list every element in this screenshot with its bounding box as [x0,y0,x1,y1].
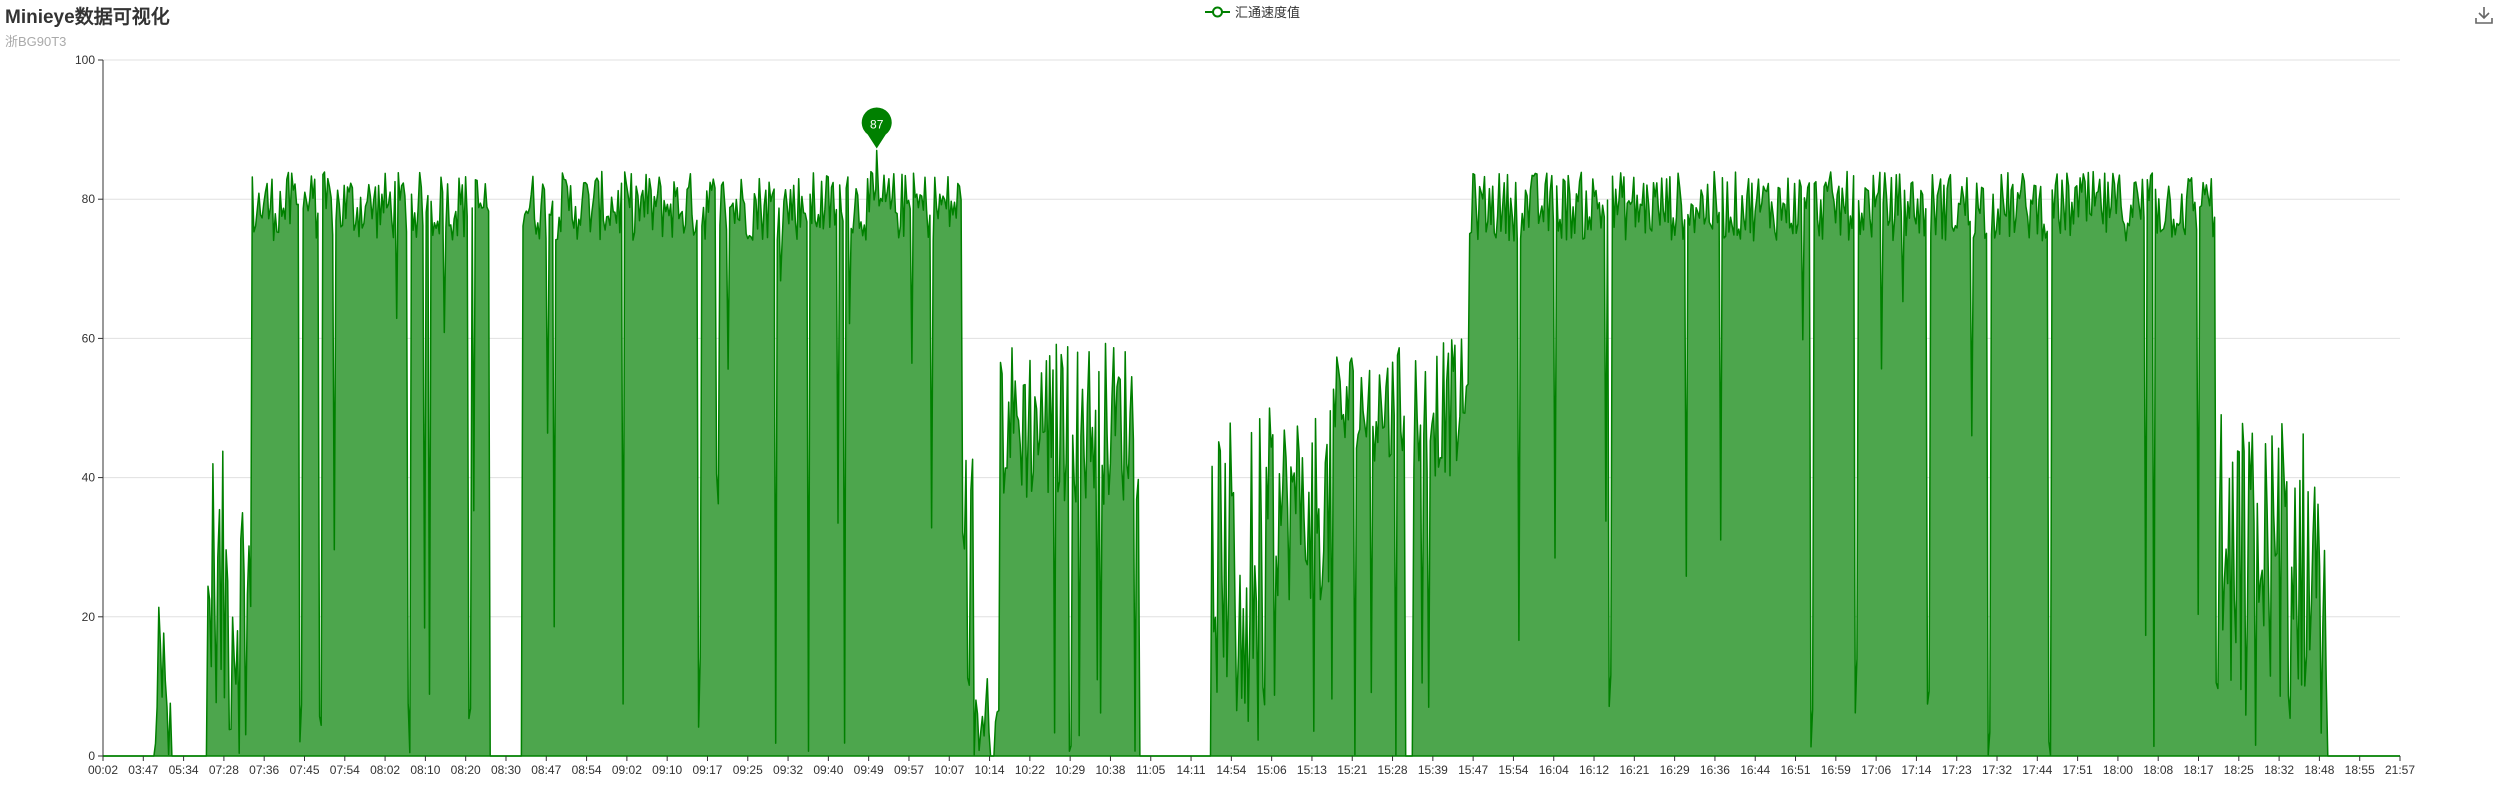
x-tick-label: 10:38 [1095,763,1125,777]
x-tick-label: 15:13 [1297,763,1327,777]
x-tick-label: 17:14 [1901,763,1931,777]
x-tick-label: 17:06 [1861,763,1891,777]
x-tick-label: 18:17 [2183,763,2213,777]
x-tick-label: 14:11 [1176,763,1205,777]
x-tick-label: 16:44 [1740,763,1770,777]
x-tick-label: 08:10 [410,763,440,777]
x-tick-label: 03:47 [128,763,158,777]
x-tick-label: 16:51 [1781,763,1811,777]
x-tick-label: 16:59 [1821,763,1851,777]
x-tick-label: 09:02 [612,763,642,777]
x-tick-label: 15:06 [1257,763,1287,777]
x-tick-label: 10:14 [975,763,1005,777]
x-tick-label: 21:57 [2385,763,2415,777]
legend-series-name: 汇通速度值 [1235,5,1301,20]
x-tick-label: 10:07 [934,763,964,777]
x-tick-label: 09:25 [733,763,763,777]
series-line [103,149,2400,757]
x-tick-label: 16:12 [1579,763,1609,777]
x-tick-label: 14:54 [1216,763,1246,777]
x-tick-label: 09:57 [894,763,924,777]
max-marker: 87 [861,107,892,149]
save-as-image-button[interactable] [2473,4,2495,26]
x-tick-label: 10:29 [1055,763,1085,777]
x-tick-label: 07:45 [289,763,319,777]
x-tick-label: 17:23 [1942,763,1972,777]
axes: 0 20 40 60 80 100 00:02 03:47 05:34 07:28 07:36 07:… [75,53,2415,777]
x-tick-label: 09:10 [652,763,682,777]
x-tick-label: 08:47 [531,763,561,777]
x-tick-label: 15:39 [1418,763,1448,777]
x-tick-label: 09:40 [813,763,843,777]
x-tick-label: 15:28 [1378,763,1408,777]
y-tick-label: 20 [82,610,96,624]
chart-title: Minieye数据可视化 [5,7,170,28]
x-tick-label: 17:44 [2022,763,2052,777]
x-tick-label: 16:29 [1660,763,1690,777]
x-tick-label: 10:22 [1015,763,1045,777]
max-marker-pin [861,107,892,149]
x-tick-label: 09:49 [854,763,884,777]
y-tick-label: 100 [75,53,95,67]
x-tick-label: 08:02 [370,763,400,777]
x-tick-label: 09:32 [773,763,803,777]
x-tick-label: 05:34 [169,763,199,777]
legend[interactable]: 汇通速度值 [1205,2,1300,21]
x-tick-label: 15:21 [1337,763,1367,777]
x-tick-label: 18:55 [2345,763,2375,777]
y-tick-label: 0 [88,749,95,763]
x-tick-label: 18:32 [2264,763,2294,777]
x-tick-label: 15:54 [1498,763,1528,777]
x-tick-label: 00:02 [88,763,118,777]
x-tick-label: 17:32 [1982,763,2012,777]
y-tick-label: 40 [82,471,96,485]
x-tick-label: 08:20 [451,763,481,777]
max-marker-label: 87 [870,117,884,131]
x-tick-label: 18:00 [2103,763,2133,777]
x-tick-label: 18:25 [2224,763,2254,777]
series-area [103,149,2400,757]
x-tick-label: 18:08 [2143,763,2173,777]
y-tick-label: 60 [82,331,96,345]
x-tick-label: 16:04 [1539,763,1569,777]
x-tick-label: 17:51 [2063,763,2093,777]
x-tick-label: 07:36 [249,763,279,777]
x-tick-label: 11:05 [1136,763,1165,777]
x-tick-label: 09:17 [692,763,722,777]
x-tick-label: 08:30 [491,763,521,777]
x-tick-label: 08:54 [572,763,602,777]
x-tick-label: 16:21 [1619,763,1649,777]
chart-subtitle: 浙BG90T3 [5,34,67,49]
x-tick-label: 16:36 [1700,763,1730,777]
legend-line-marker-icon [1205,6,1230,17]
x-tick-label: 18:48 [2304,763,2334,777]
download-icon [2475,7,2493,24]
x-tick-label: 07:54 [330,763,360,777]
y-tick-label: 80 [82,192,96,206]
x-tick-label: 07:28 [209,763,239,777]
x-tick-label: 15:47 [1458,763,1488,777]
